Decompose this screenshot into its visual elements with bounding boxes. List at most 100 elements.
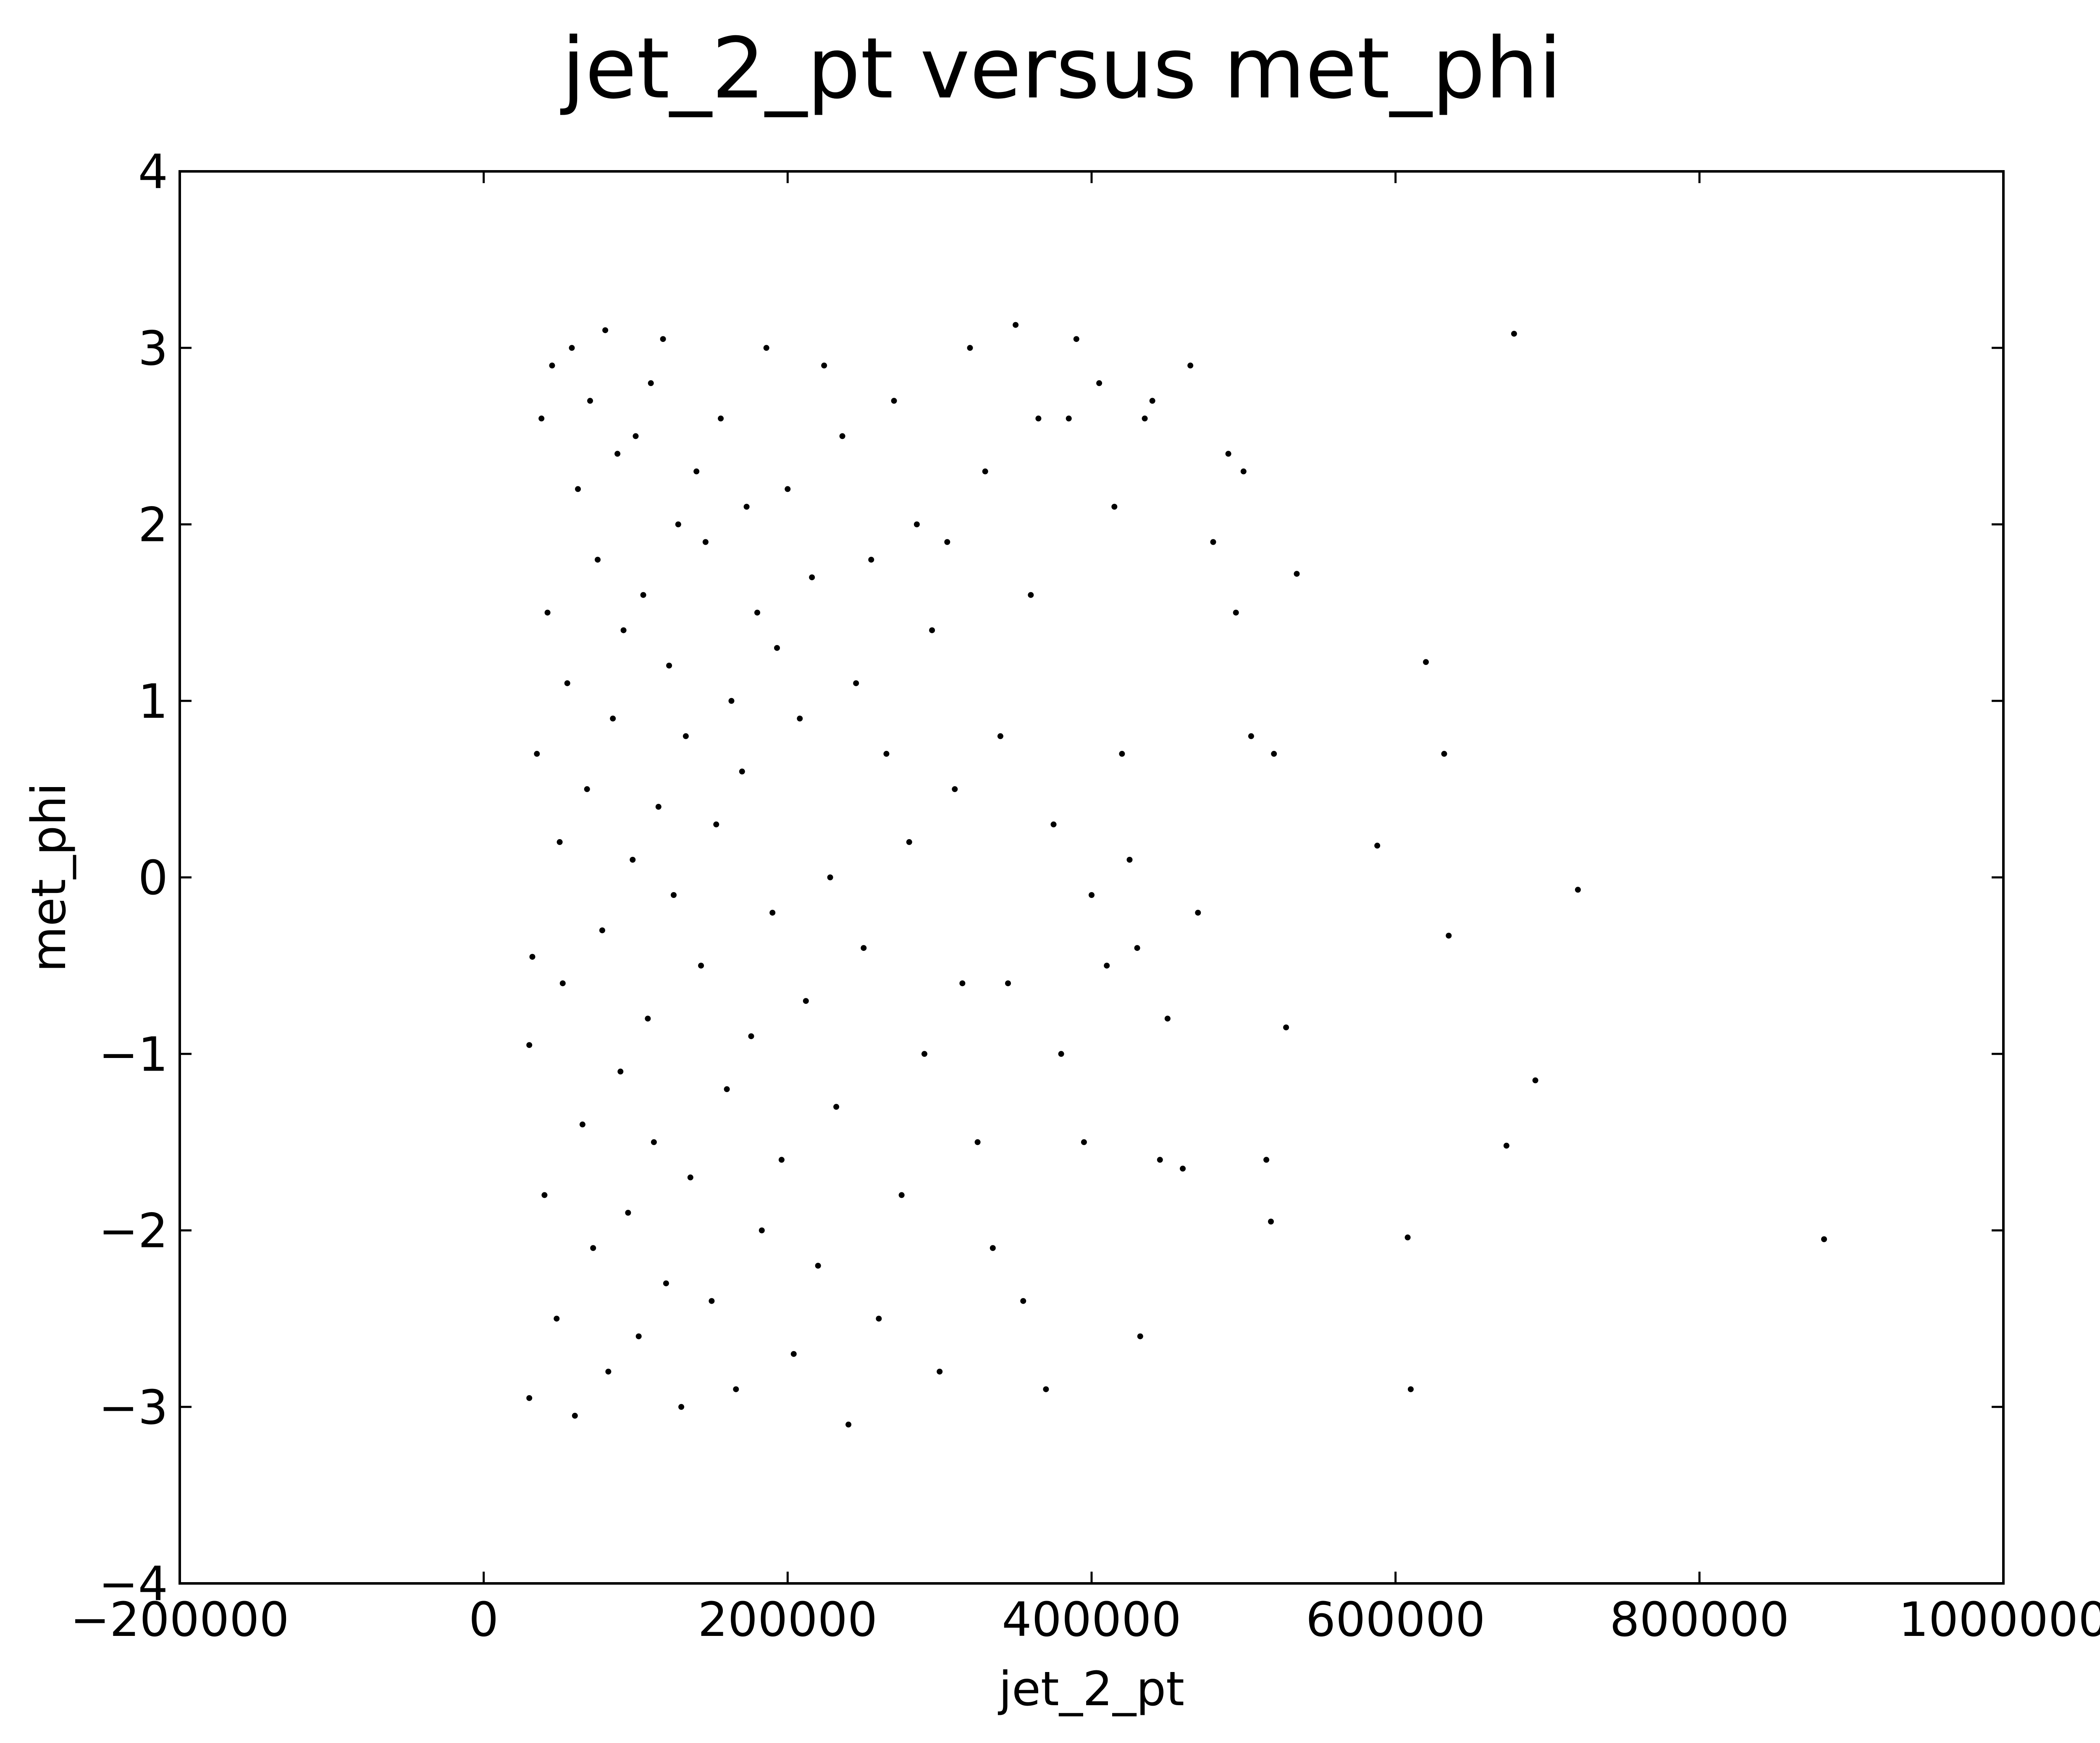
scatter-point (587, 398, 593, 404)
scatter-point (769, 910, 776, 916)
y-tick-label: 0 (138, 851, 168, 906)
scatter-point (1043, 1386, 1049, 1392)
x-tick-label: 200000 (698, 1593, 878, 1647)
scatter-point (698, 963, 704, 969)
scatter-point (660, 336, 666, 342)
scatter-point (821, 362, 827, 369)
scatter-point (713, 821, 719, 827)
scatter-point (556, 839, 563, 845)
scatter-point (541, 1192, 548, 1198)
chart-title: jet_2_pt versus met_phi (560, 20, 1562, 118)
scatter-point (602, 327, 609, 333)
y-tick-label: 4 (138, 145, 168, 200)
scatter-point (797, 715, 803, 722)
scatter-point (914, 521, 920, 528)
scatter-point (1020, 1298, 1026, 1304)
scatter-point (967, 345, 973, 351)
scatter-point (815, 1263, 821, 1269)
scatter-point (803, 998, 809, 1004)
scatter-point (590, 1245, 596, 1251)
y-axis-label: met_phi (22, 782, 76, 972)
scatter-point (839, 433, 845, 439)
scatter-point (876, 1315, 882, 1322)
scatter-point (861, 945, 867, 951)
scatter-points (526, 322, 1827, 1428)
scatter-point (575, 486, 581, 492)
scatter-point (827, 874, 833, 880)
scatter-point (1532, 1077, 1538, 1084)
scatter-point (1058, 1051, 1064, 1057)
scatter-point (572, 1412, 578, 1419)
scatter-point (763, 345, 769, 351)
scatter-point (1050, 821, 1057, 827)
scatter-point (702, 539, 709, 545)
scatter-point (635, 1333, 642, 1339)
x-tick-label: 0 (469, 1593, 499, 1647)
scatter-point (625, 1210, 631, 1216)
scatter-point (1195, 910, 1201, 916)
scatter-point (693, 468, 700, 475)
scatter-point (1271, 751, 1277, 757)
scatter-point (1283, 1024, 1289, 1031)
scatter-point (538, 415, 545, 422)
scatter-point (682, 733, 689, 739)
scatter-point (1821, 1236, 1827, 1242)
x-tick-label: 1000000 (1899, 1593, 2100, 1647)
scatter-point (579, 1121, 585, 1128)
scatter-point (671, 892, 677, 898)
scatter-point (982, 468, 988, 475)
y-tick-label: −3 (99, 1381, 168, 1435)
scatter-point (1210, 539, 1216, 545)
scatter-point (1294, 571, 1300, 577)
scatter-point (1119, 751, 1125, 757)
scatter-point (651, 1139, 657, 1145)
scatter-point (1035, 415, 1042, 422)
scatter-point (774, 645, 780, 651)
scatter-point (974, 1139, 981, 1145)
scatter-point (724, 1086, 730, 1092)
scatter-point (952, 786, 958, 792)
y-tick-label: −4 (99, 1557, 168, 1612)
scatter-point (655, 803, 662, 810)
scatter-point (569, 345, 575, 351)
scatter-point (663, 1280, 669, 1286)
scatter-point (1157, 1157, 1163, 1163)
scatter-point (728, 698, 735, 704)
scatter-point (595, 556, 601, 563)
y-tick-label: 2 (138, 498, 168, 553)
scatter-point (1005, 980, 1011, 987)
scatter-point (559, 980, 566, 987)
scatter-point (1081, 1139, 1087, 1145)
scatter-point (1407, 1386, 1414, 1392)
scatter-point (1149, 398, 1155, 404)
scatter-point (605, 1368, 612, 1375)
scatter-point (564, 680, 570, 686)
scatter-point (529, 954, 536, 960)
scatter-point (759, 1227, 765, 1234)
scatter-point (868, 556, 874, 563)
axis-ticks: −200000 0 200000 400000 600000 800000 1000000 −… (70, 145, 2100, 1647)
scatter-point (906, 839, 912, 845)
scatter-point (1073, 336, 1079, 342)
scatter-point (891, 398, 897, 404)
scatter-point (1089, 892, 1095, 898)
scatter-point (666, 662, 672, 669)
scatter-point (748, 1033, 754, 1040)
scatter-point (1187, 362, 1194, 369)
scatter-point (1225, 451, 1231, 457)
scatter-point (733, 1386, 739, 1392)
scatter-point (754, 609, 760, 616)
scatter-point (526, 1042, 533, 1048)
x-tick-label: 400000 (1002, 1593, 1181, 1647)
scatter-point (617, 1068, 624, 1075)
scatter-point (614, 451, 621, 457)
scatter-point (1268, 1218, 1274, 1225)
scatter-point (620, 627, 627, 633)
scatter-point (1137, 1333, 1143, 1339)
scatter-point (790, 1351, 797, 1357)
scatter-point (534, 751, 540, 757)
scatter-point (640, 592, 646, 598)
scatter-point (549, 362, 555, 369)
